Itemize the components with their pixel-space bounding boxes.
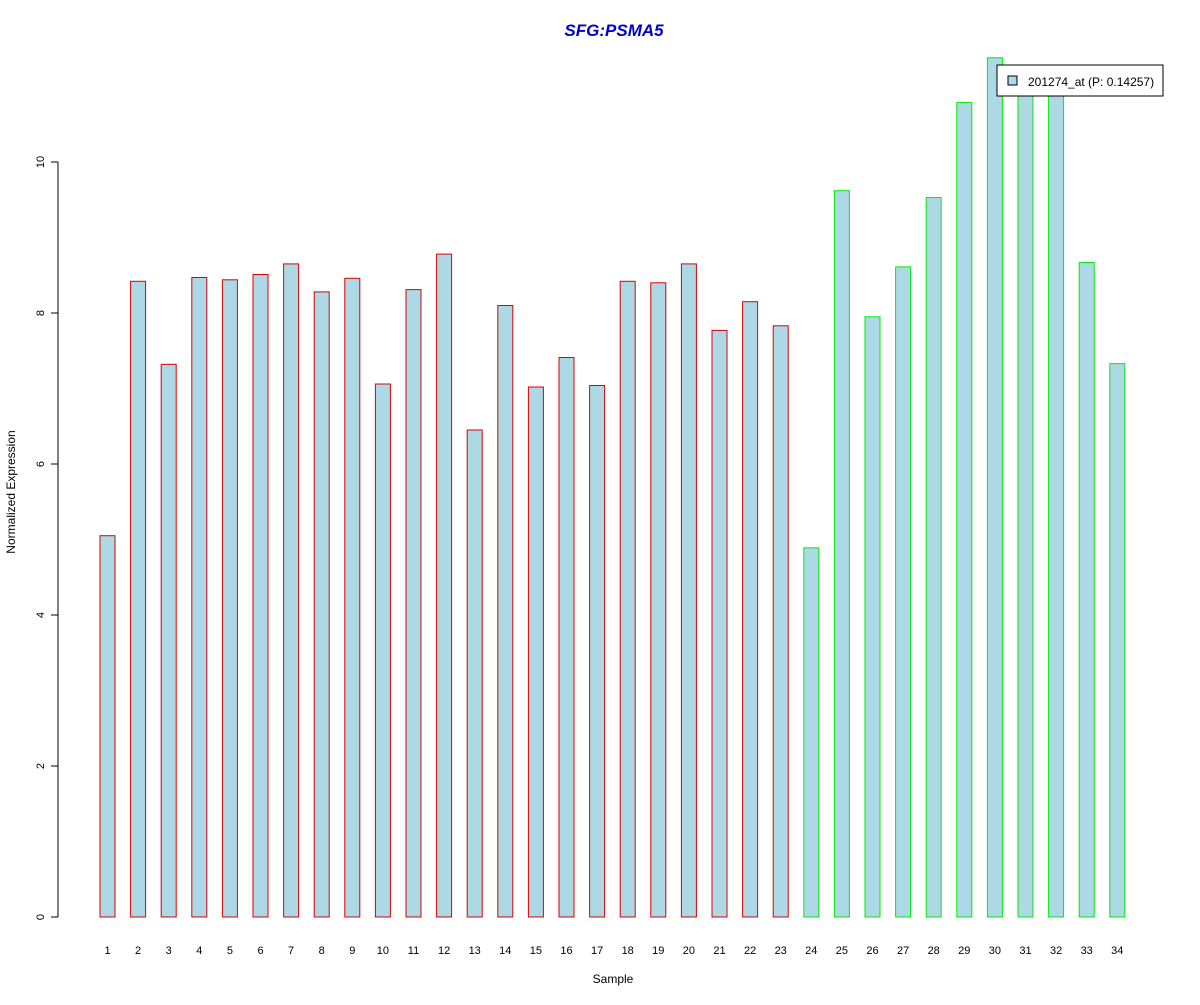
y-axis-label: Normalized Expression xyxy=(4,430,18,553)
y-tick-label: 8 xyxy=(35,310,47,316)
bar-sample-14 xyxy=(497,305,514,918)
bar-sample-7 xyxy=(283,263,300,918)
bar-sample-24 xyxy=(803,547,820,918)
x-tick-label: 10 xyxy=(377,945,389,957)
legend-swatch xyxy=(1007,75,1018,86)
bars-group xyxy=(99,57,1126,918)
x-tick-label: 8 xyxy=(319,945,325,957)
bar-sample-34 xyxy=(1109,363,1126,918)
x-tick-label: 32 xyxy=(1050,945,1062,957)
bar-sample-8 xyxy=(313,291,330,918)
bar-sample-11 xyxy=(405,289,422,918)
x-tick-label: 19 xyxy=(652,945,664,957)
x-tick-label: 27 xyxy=(897,945,909,957)
y-axis: 0 2 4 6 8 10 xyxy=(35,156,59,920)
x-tick-label: 17 xyxy=(591,945,603,957)
bar-sample-17 xyxy=(589,385,606,918)
bar-sample-9 xyxy=(344,277,361,918)
x-tick-label: 11 xyxy=(408,945,419,957)
bar-sample-6 xyxy=(252,274,269,918)
bar-sample-13 xyxy=(466,429,483,918)
x-tick-label: 12 xyxy=(438,945,450,957)
x-tick-label: 5 xyxy=(227,945,233,957)
bar-sample-23 xyxy=(772,325,789,918)
bar-sample-10 xyxy=(374,383,391,918)
x-tick-label: 26 xyxy=(866,945,878,957)
bar-sample-29 xyxy=(956,101,973,918)
x-tick-label: 25 xyxy=(836,945,848,957)
bar-sample-4 xyxy=(191,277,208,918)
bar-sample-31 xyxy=(1017,86,1034,918)
x-tick-label: 24 xyxy=(805,945,817,957)
x-tick-label: 31 xyxy=(1019,945,1031,957)
x-tick-label: 2 xyxy=(135,945,141,957)
bar-sample-33 xyxy=(1078,261,1095,918)
x-tick-label: 1 xyxy=(104,945,110,957)
x-tick-label: 15 xyxy=(530,945,542,957)
y-tick-label: 10 xyxy=(35,156,47,168)
bar-sample-1 xyxy=(99,535,116,918)
x-tick-label: 33 xyxy=(1081,945,1093,957)
x-tick-label: 30 xyxy=(989,945,1001,957)
x-tick-label: 28 xyxy=(928,945,940,957)
x-tick-labels: 1 2 3 4 5 6 7 8 9 10 11 12 13 14 15 16 17 18 19 20 21 22 23 24 2… xyxy=(104,945,1123,957)
bar-sample-12 xyxy=(436,253,453,918)
bar-sample-22 xyxy=(742,301,759,918)
y-tick-label: 2 xyxy=(35,763,47,769)
chart-title: SFG:PSMA5 xyxy=(564,21,664,40)
x-tick-label: 21 xyxy=(713,945,725,957)
legend-label: 201274_at (P: 0.14257) xyxy=(1028,75,1154,89)
bar-sample-21 xyxy=(711,329,728,918)
bar-sample-20 xyxy=(680,263,697,918)
x-tick-label: 23 xyxy=(775,945,787,957)
bar-sample-27 xyxy=(895,266,912,918)
x-tick-label: 22 xyxy=(744,945,756,957)
x-tick-label: 20 xyxy=(683,945,695,957)
bar-sample-26 xyxy=(864,316,881,918)
y-tick-label: 0 xyxy=(35,914,47,920)
bar-sample-30 xyxy=(986,57,1003,918)
bar-sample-3 xyxy=(160,363,177,918)
x-tick-label: 4 xyxy=(196,945,202,957)
bar-sample-19 xyxy=(650,282,667,918)
legend-box xyxy=(996,64,1164,97)
bar-sample-18 xyxy=(619,280,636,918)
x-tick-label: 18 xyxy=(622,945,634,957)
legend: 201274_at (P: 0.14257) xyxy=(996,64,1164,97)
bar-sample-16 xyxy=(558,357,575,918)
bar-sample-2 xyxy=(130,280,147,918)
x-tick-label: 14 xyxy=(499,945,511,957)
x-tick-label: 13 xyxy=(469,945,481,957)
x-tick-label: 29 xyxy=(958,945,970,957)
y-tick-label: 4 xyxy=(35,612,47,618)
bar-sample-28 xyxy=(925,197,942,918)
bar-sample-25 xyxy=(833,190,850,918)
x-tick-label: 16 xyxy=(560,945,572,957)
bar-sample-32 xyxy=(1048,86,1065,918)
x-tick-label: 6 xyxy=(257,945,263,957)
bar-sample-5 xyxy=(221,279,238,918)
x-tick-label: 3 xyxy=(166,945,172,957)
y-tick-label: 6 xyxy=(35,461,47,467)
x-tick-label: 34 xyxy=(1111,945,1123,957)
x-axis-label: Sample xyxy=(593,972,634,986)
x-tick-label: 7 xyxy=(288,945,294,957)
x-tick-label: 9 xyxy=(349,945,355,957)
bar-sample-15 xyxy=(527,386,544,918)
